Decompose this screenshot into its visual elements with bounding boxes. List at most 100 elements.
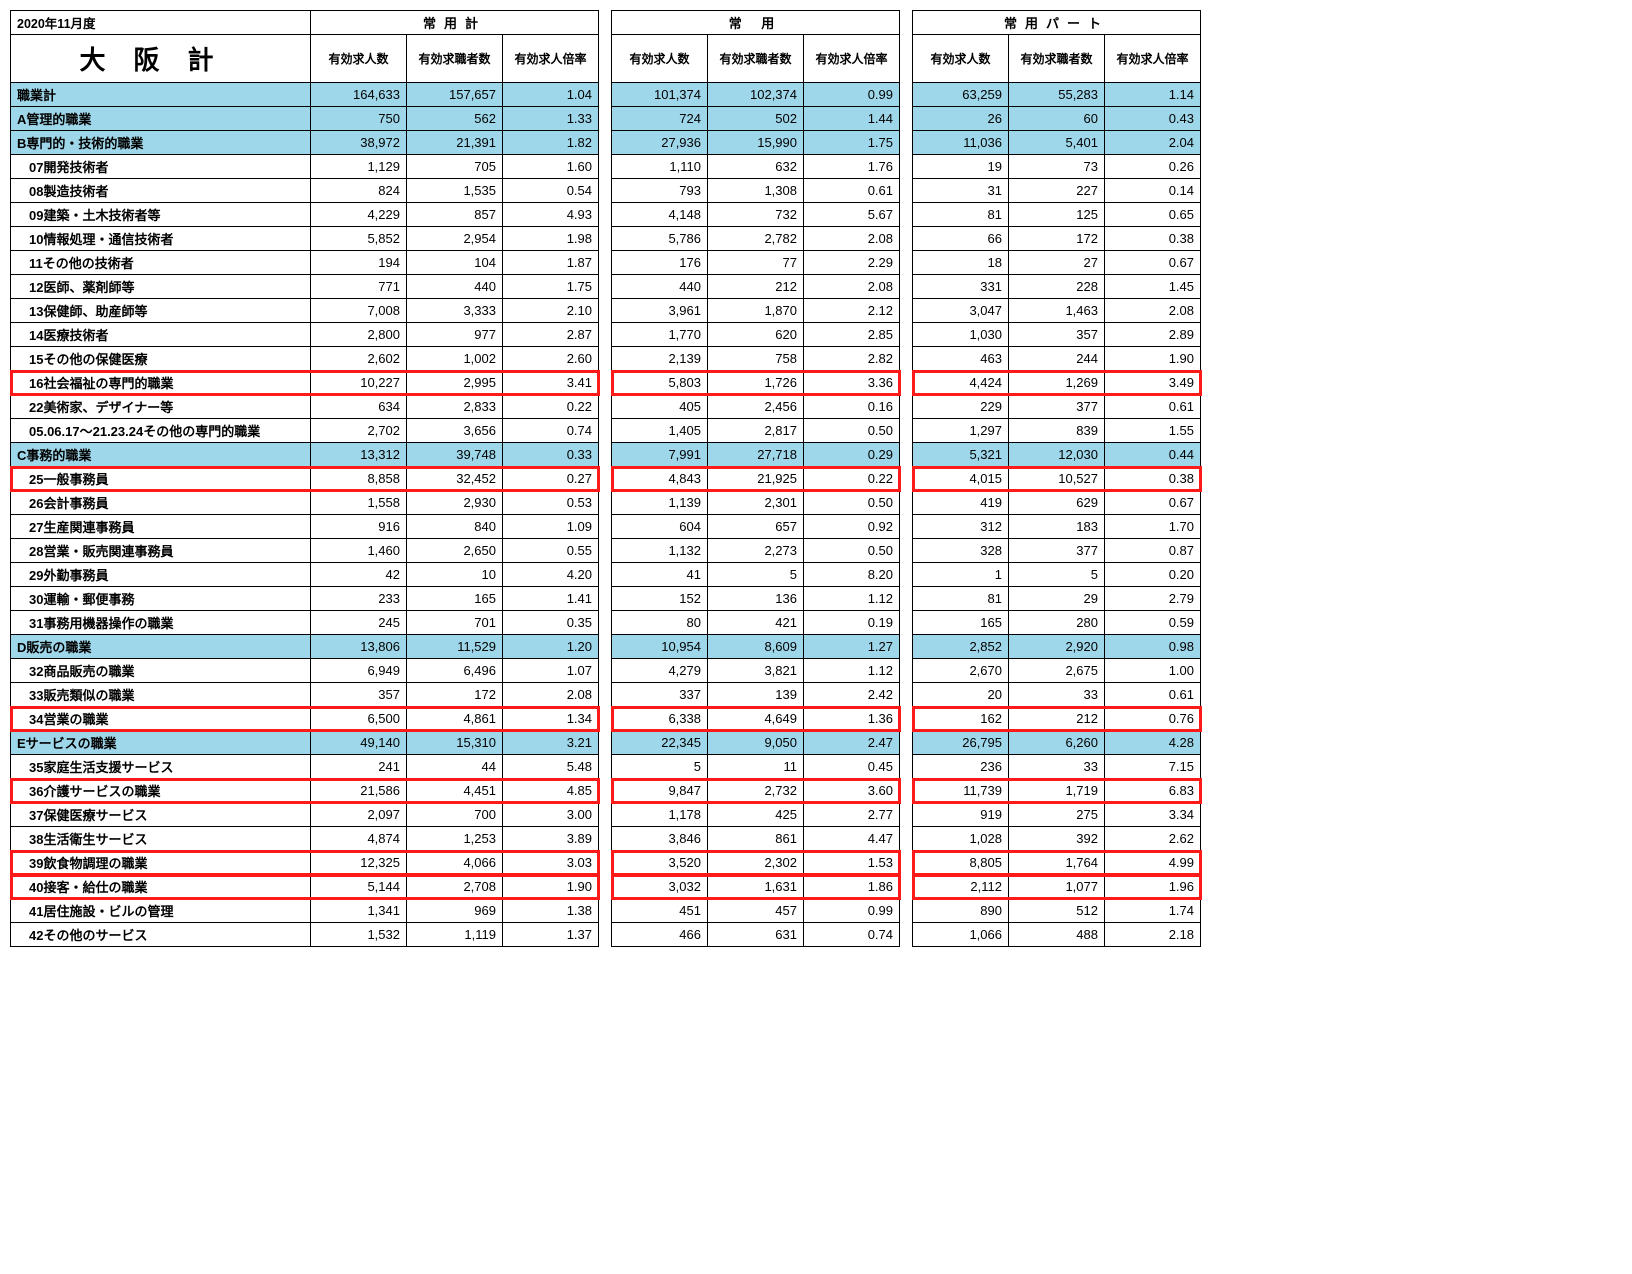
table-row: 8905121.74	[913, 899, 1201, 923]
job-seekers: 840	[407, 515, 503, 539]
job-seekers: 1,870	[708, 299, 804, 323]
ratio: 0.67	[1105, 251, 1201, 275]
table-row: 19730.26	[913, 155, 1201, 179]
job-seekers: 732	[708, 203, 804, 227]
row-label: 25一般事務員	[11, 467, 311, 491]
ratio: 0.59	[1105, 611, 1201, 635]
job-seekers: 1,077	[1009, 875, 1105, 899]
ratio: 2.12	[804, 299, 900, 323]
ratio: 1.70	[1105, 515, 1201, 539]
job-openings: 1,770	[612, 323, 708, 347]
table-row: 4666310.74	[612, 923, 900, 947]
ratio: 1.75	[503, 275, 599, 299]
job-openings: 357	[311, 683, 407, 707]
job-seekers: 1,308	[708, 179, 804, 203]
ratio: 0.43	[1105, 107, 1201, 131]
sub-header: 有効求人数	[913, 35, 1009, 83]
ratio: 4.99	[1105, 851, 1201, 875]
ratio: 1.41	[503, 587, 599, 611]
job-openings: 4,279	[612, 659, 708, 683]
job-seekers: 1,535	[407, 179, 503, 203]
job-openings: 337	[612, 683, 708, 707]
job-openings: 233	[311, 587, 407, 611]
table-row: B専門的・技術的職業38,97221,3911.82	[11, 131, 599, 155]
ratio: 2.10	[503, 299, 599, 323]
table-row: 9,8472,7323.60	[612, 779, 900, 803]
row-label: D販売の職業	[11, 635, 311, 659]
table-row: 3,5202,3021.53	[612, 851, 900, 875]
job-openings: 162	[913, 707, 1009, 731]
job-seekers: 172	[1009, 227, 1105, 251]
job-seekers: 275	[1009, 803, 1105, 827]
ratio: 0.67	[1105, 491, 1201, 515]
job-openings: 1,460	[311, 539, 407, 563]
job-openings: 22,345	[612, 731, 708, 755]
job-openings: 81	[913, 587, 1009, 611]
group-header: 常用計	[311, 11, 599, 35]
job-openings: 3,047	[913, 299, 1009, 323]
job-seekers: 705	[407, 155, 503, 179]
job-openings: 12,325	[311, 851, 407, 875]
table-row: 41居住施設・ビルの管理1,3419691.38	[11, 899, 599, 923]
table-row: 2293770.61	[913, 395, 1201, 419]
job-seekers: 29	[1009, 587, 1105, 611]
job-openings: 634	[311, 395, 407, 419]
table-row: 3121831.70	[913, 515, 1201, 539]
ratio: 2.08	[804, 275, 900, 299]
job-openings: 604	[612, 515, 708, 539]
ratio: 0.65	[1105, 203, 1201, 227]
ratio: 0.54	[503, 179, 599, 203]
job-openings: 8,805	[913, 851, 1009, 875]
ratio: 3.89	[503, 827, 599, 851]
table-row: 5110.45	[612, 755, 900, 779]
ratio: 3.60	[804, 779, 900, 803]
job-seekers: 27,718	[708, 443, 804, 467]
job-seekers: 228	[1009, 275, 1105, 299]
job-seekers: 457	[708, 899, 804, 923]
ratio: 0.22	[804, 467, 900, 491]
ratio: 1.45	[1105, 275, 1201, 299]
job-openings: 5,321	[913, 443, 1009, 467]
job-openings: 824	[311, 179, 407, 203]
ratio: 1.20	[503, 635, 599, 659]
table-row: 312270.14	[913, 179, 1201, 203]
table-row: 1,4052,8170.50	[612, 419, 900, 443]
ratio: 0.55	[503, 539, 599, 563]
row-label: Eサービスの職業	[11, 731, 311, 755]
job-openings: 1,178	[612, 803, 708, 827]
table-row: 26600.43	[913, 107, 1201, 131]
table-row: 1,0283922.62	[913, 827, 1201, 851]
table-row: 3,8468614.47	[612, 827, 900, 851]
ratio: 4.47	[804, 827, 900, 851]
ratio: 1.34	[503, 707, 599, 731]
job-seekers: 125	[1009, 203, 1105, 227]
ratio: 2.08	[503, 683, 599, 707]
job-seekers: 73	[1009, 155, 1105, 179]
table-row: 27,93615,9901.75	[612, 131, 900, 155]
job-seekers: 1,631	[708, 875, 804, 899]
table-row: 22美術家、デザイナー等6342,8330.22	[11, 395, 599, 419]
job-seekers: 2,995	[407, 371, 503, 395]
data-table-g1: 2020年11月度常用計大阪計有効求人数有効求職者数有効求人倍率職業計164,6…	[10, 10, 599, 947]
table-row: 81292.79	[913, 587, 1201, 611]
job-seekers: 55,283	[1009, 83, 1105, 107]
job-openings: 1,110	[612, 155, 708, 179]
table-row: 1,2978391.55	[913, 419, 1201, 443]
ratio: 4.93	[503, 203, 599, 227]
job-seekers: 244	[1009, 347, 1105, 371]
table-row: 22,3459,0502.47	[612, 731, 900, 755]
job-openings: 5,144	[311, 875, 407, 899]
table-row: 27生産関連事務員9168401.09	[11, 515, 599, 539]
job-seekers: 1,002	[407, 347, 503, 371]
job-openings: 916	[311, 515, 407, 539]
ratio: 4.28	[1105, 731, 1201, 755]
table-row: 15その他の保健医療2,6021,0022.60	[11, 347, 599, 371]
job-seekers: 4,861	[407, 707, 503, 731]
table-row: 4,01510,5270.38	[913, 467, 1201, 491]
ratio: 8.20	[804, 563, 900, 587]
row-label: 36介護サービスの職業	[11, 779, 311, 803]
job-openings: 750	[311, 107, 407, 131]
job-seekers: 977	[407, 323, 503, 347]
table-row: 8,8051,7644.99	[913, 851, 1201, 875]
row-label: 職業計	[11, 83, 311, 107]
